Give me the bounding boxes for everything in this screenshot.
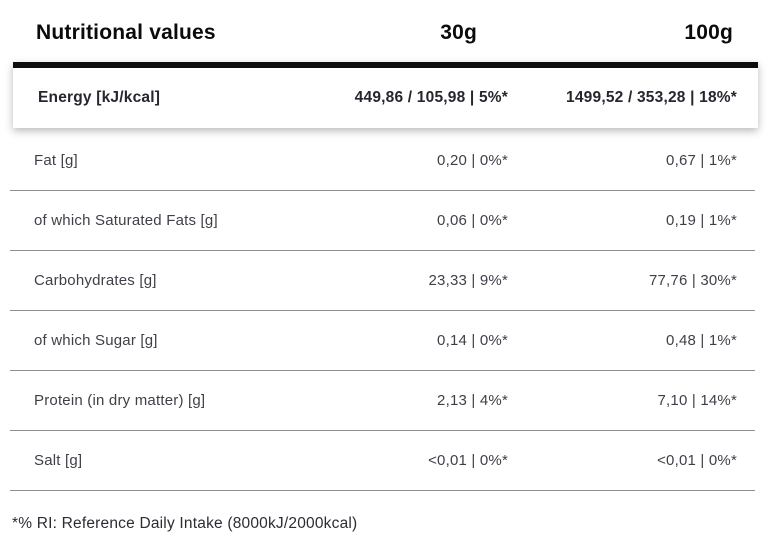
table-row-sugar: of which Sugar [g] 0,14 | 0%* 0,48 | 1%*: [10, 311, 755, 371]
table-body: Fat [g] 0,20 | 0%* 0,67 | 1%* of which S…: [10, 131, 755, 491]
column-header-100g: 100g: [684, 21, 733, 44]
value-100g: 0,48 | 1%*: [666, 332, 737, 349]
row-label: of which Saturated Fats [g]: [34, 212, 218, 229]
row-label-energy: Energy [kJ/kcal]: [38, 89, 161, 106]
row-label: Salt [g]: [34, 452, 83, 469]
energy-value-30g: 449,86 / 105,98 | 5%*: [354, 89, 508, 106]
value-100g: 7,10 | 14%*: [657, 392, 737, 409]
table-row-carbohydrates: Carbohydrates [g] 23,33 | 9%* 77,76 | 30…: [10, 251, 755, 311]
value-30g: 0,14 | 0%*: [437, 332, 508, 349]
reference-intake-footnote: *% RI: Reference Daily Intake (8000kJ/20…: [12, 515, 358, 532]
table-row-saturated-fats: of which Saturated Fats [g] 0,06 | 0%* 0…: [10, 191, 755, 251]
energy-value-100g: 1499,52 / 353,28 | 18%*: [566, 89, 737, 106]
value-30g: 23,33 | 9%*: [428, 272, 508, 289]
row-label: Protein (in dry matter) [g]: [34, 392, 206, 409]
row-label: Fat [g]: [34, 152, 78, 169]
value-30g: <0,01 | 0%*: [428, 452, 508, 469]
table-row-fat: Fat [g] 0,20 | 0%* 0,67 | 1%*: [10, 131, 755, 191]
row-label: of which Sugar [g]: [34, 332, 158, 349]
value-100g: 0,67 | 1%*: [666, 152, 737, 169]
column-header-30g: 30g: [440, 21, 477, 44]
table-row-protein: Protein (in dry matter) [g] 2,13 | 4%* 7…: [10, 371, 755, 431]
table-title: Nutritional values: [36, 21, 216, 44]
table-header-row: Nutritional values 30g 100g: [0, 0, 776, 62]
row-label: Carbohydrates [g]: [34, 272, 157, 289]
value-30g: 0,06 | 0%*: [437, 212, 508, 229]
value-100g: 0,19 | 1%*: [666, 212, 737, 229]
value-30g: 0,20 | 0%*: [437, 152, 508, 169]
value-100g: 77,76 | 30%*: [648, 272, 737, 289]
table-row-salt: Salt [g] <0,01 | 0%* <0,01 | 0%*: [10, 431, 755, 491]
energy-row-card: Energy [kJ/kcal] 449,86 / 105,98 | 5%* 1…: [13, 62, 758, 128]
value-30g: 2,13 | 4%*: [437, 392, 508, 409]
value-100g: <0,01 | 0%*: [657, 452, 737, 469]
